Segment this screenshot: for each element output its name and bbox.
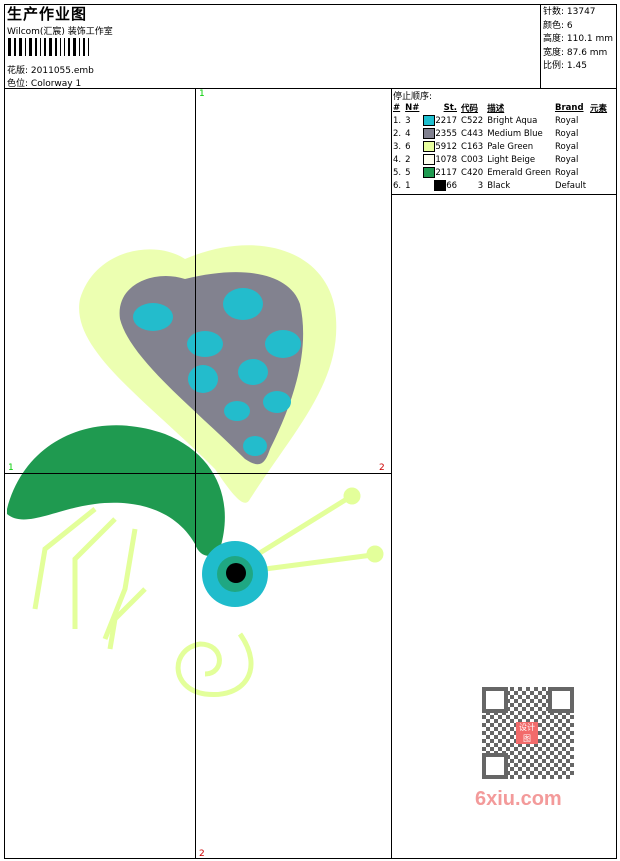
colorway-label: 色位: xyxy=(7,79,29,89)
lower-wing xyxy=(7,425,225,556)
barcode xyxy=(8,38,138,56)
vertical-center-line xyxy=(195,89,196,859)
color-swatch xyxy=(423,141,436,152)
stitch-count: 2355 xyxy=(435,129,458,139)
colorway-value: Colorway 1 xyxy=(30,79,82,89)
design-width: 宽度: 87.6 mm xyxy=(543,47,608,58)
page-title: 生产作业图 xyxy=(7,5,88,23)
worksheet-frame xyxy=(4,4,617,859)
watermark-text: 6xiu.com xyxy=(475,788,562,810)
thread-brand: Royal xyxy=(554,141,579,152)
stitch-count: 2117 xyxy=(435,168,458,178)
column-header: 代码 xyxy=(461,103,479,114)
color-swatch xyxy=(423,154,436,165)
design-label: 花版: xyxy=(7,66,29,76)
stitch-count: 5912 xyxy=(435,142,458,152)
embroidery-design-preview xyxy=(7,245,384,698)
thread-description: Light Beige xyxy=(487,154,536,165)
thread-code: C003 xyxy=(461,154,484,165)
colorway-row: 色位: Colorway 1 xyxy=(7,76,81,89)
stitch-count: 1078 xyxy=(435,155,458,165)
color-count: 颜色: 6 xyxy=(543,20,573,31)
thread-brand: Default xyxy=(554,180,587,191)
color-row: 4. 2 1078 C003 Light Beige Royal xyxy=(391,153,609,166)
needle-number: 3 xyxy=(405,115,411,126)
stop-sequence-title: 停止顺序: xyxy=(393,92,433,102)
column-header: Brand xyxy=(554,102,584,113)
marker-right: 2 xyxy=(379,463,385,473)
design-file: 2011055.emb xyxy=(30,66,94,76)
stitch-cell: 1078 xyxy=(421,153,459,166)
company-name: Wilcom(汇宸) 装饰工作室 xyxy=(7,27,113,37)
color-row: 3. 6 5912 C163 Pale Green Royal xyxy=(391,140,609,153)
stitch-count: 2217 xyxy=(435,116,458,126)
color-swatch xyxy=(423,115,436,126)
watermark-qr: 设计图 6xiu.com xyxy=(470,680,586,814)
needle-number: 5 xyxy=(405,167,411,178)
design-info: 针数: 13747 颜色: 6 高度: 110.1 mm 宽度: 87.6 mm… xyxy=(543,6,613,74)
color-swatch xyxy=(423,128,436,139)
column-header: 描述 xyxy=(487,103,505,114)
marker-bottom: 2 xyxy=(199,849,205,859)
thread-code: C443 xyxy=(461,128,484,139)
column-header: # xyxy=(393,102,401,113)
needle-number: 2 xyxy=(405,154,411,165)
design-height: 高度: 110.1 mm xyxy=(543,34,614,44)
eye-pupil xyxy=(226,563,246,583)
thread-brand: Royal xyxy=(554,167,579,178)
needle-number: 6 xyxy=(405,141,411,152)
design-scale: 比例: 1.45 xyxy=(543,61,587,71)
stitch-count: 针数: 13747 xyxy=(543,7,596,17)
row-index: 5. xyxy=(393,167,402,178)
column-header: N# xyxy=(405,102,420,113)
color-row: 1. 3 2217 C522 Bright Aqua Royal xyxy=(391,114,609,127)
thread-code: C420 xyxy=(461,167,484,178)
thread-description: Medium Blue xyxy=(487,128,543,139)
column-header: St. xyxy=(443,102,458,113)
stitch-cell: 5912 xyxy=(421,140,459,153)
stitch-cell: 2355 xyxy=(421,127,459,140)
color-swatch xyxy=(423,167,436,178)
marker-top: 1 xyxy=(199,89,205,99)
legs-and-antennae xyxy=(32,487,384,698)
stitch-cell: 2117 xyxy=(421,166,459,179)
thread-description: Pale Green xyxy=(487,141,534,152)
stitch-cell: 2217 xyxy=(421,114,459,127)
needle-number: 4 xyxy=(405,128,411,139)
row-index: 2. xyxy=(393,128,402,139)
thread-description: Black xyxy=(487,180,511,191)
thread-code: C163 xyxy=(461,141,484,152)
stitch-cell: 66 xyxy=(421,179,459,192)
thread-brand: Royal xyxy=(554,154,579,165)
design-file-row: 花版: 2011055.emb xyxy=(7,63,94,76)
thread-description: Emerald Green xyxy=(487,167,551,178)
column-header: 元素 xyxy=(590,103,608,114)
row-index: 1. xyxy=(393,115,402,126)
row-index: 4. xyxy=(393,154,402,165)
row-index: 3. xyxy=(393,141,402,152)
color-row: 5. 5 2117 C420 Emerald Green Royal xyxy=(391,166,609,179)
color-row: 2. 4 2355 C443 Medium Blue Royal xyxy=(391,127,609,140)
marker-left: 1 xyxy=(8,463,14,473)
color-swatch xyxy=(434,180,447,191)
seal-logo: 设计图 xyxy=(516,722,538,744)
row-index: 6. xyxy=(393,180,402,191)
color-sequence-table: # N# St. 代码 描述 Brand 元素 1. 3 2217 C522 Bright Aqua… xyxy=(391,101,609,192)
thread-brand: Royal xyxy=(554,128,579,139)
horizontal-center-line xyxy=(5,473,391,474)
thread-brand: Royal xyxy=(554,115,579,126)
needle-number: 1 xyxy=(405,180,411,191)
thread-code: 3 xyxy=(477,180,484,191)
upper-wing xyxy=(79,245,337,503)
thread-description: Bright Aqua xyxy=(487,115,538,126)
color-row: 6. 1 66 3 Black Default xyxy=(391,179,609,192)
thread-code: C522 xyxy=(461,115,484,126)
stitch-count: 66 xyxy=(446,181,458,191)
